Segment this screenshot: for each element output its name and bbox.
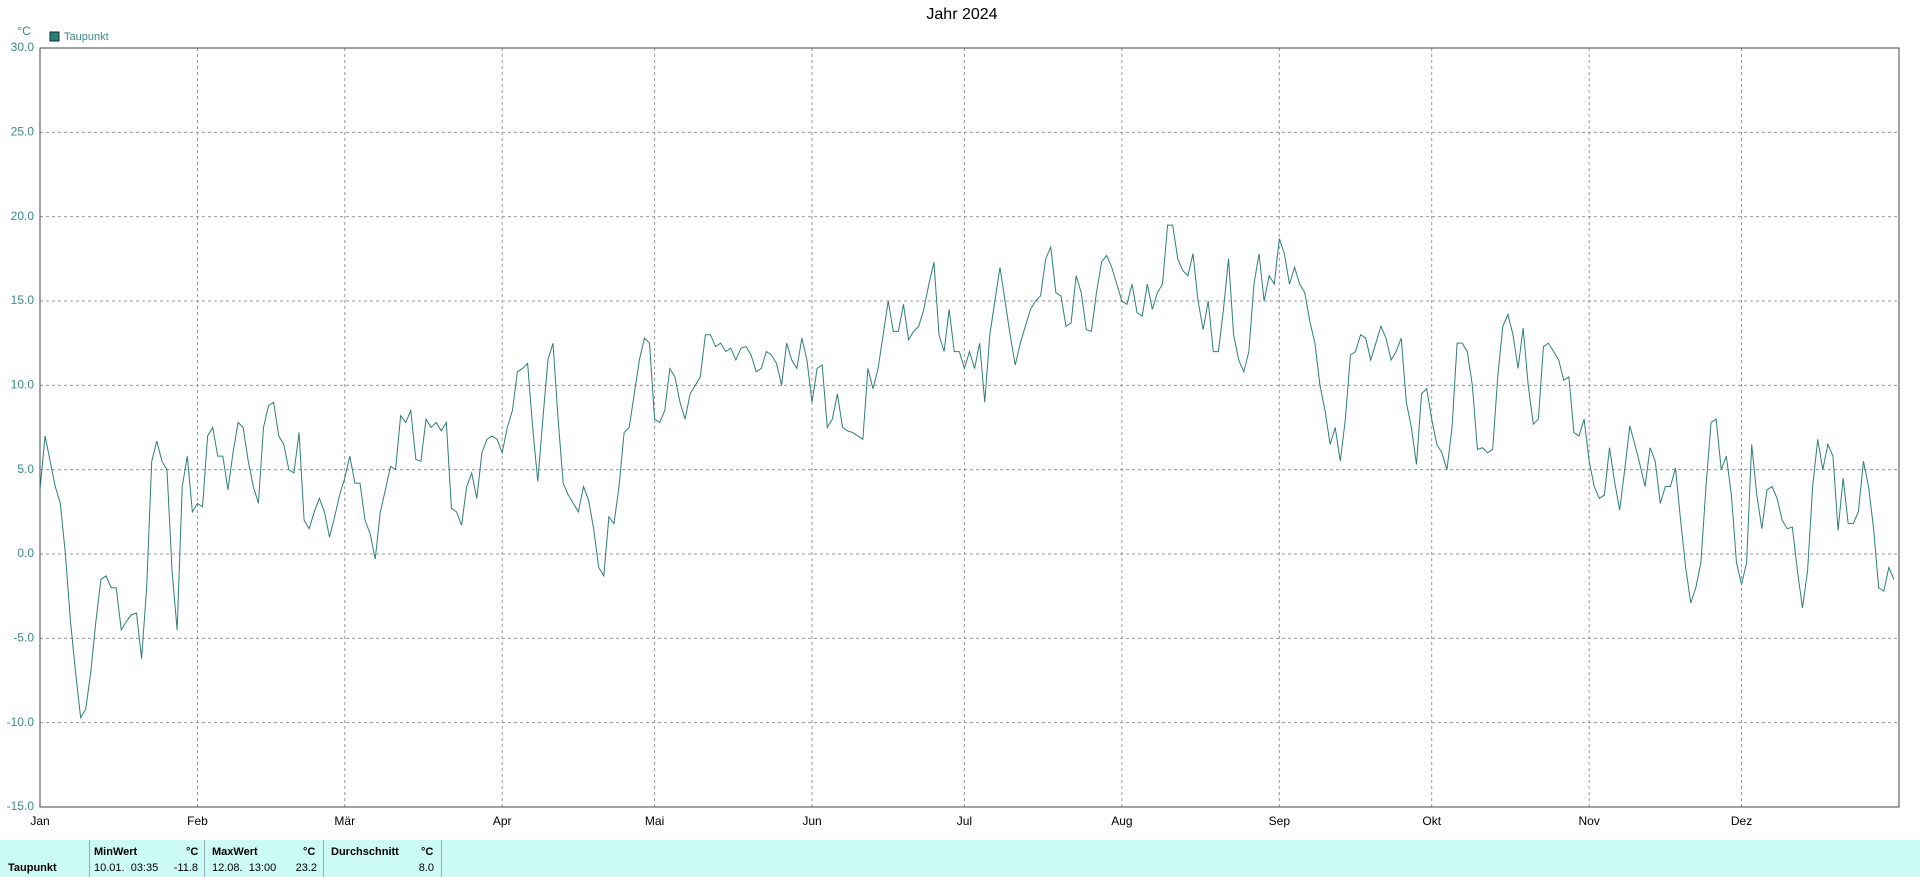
x-tick-label: Jun bbox=[802, 814, 821, 828]
cell: 12.08. 13:00 bbox=[212, 862, 277, 874]
legend-label: Taupunkt bbox=[64, 31, 109, 43]
y-tick-label: 0.0 bbox=[17, 546, 34, 560]
line bbox=[39, 224, 1895, 720]
x-tick-label: Okt bbox=[1422, 814, 1441, 828]
x-tick-label: Feb bbox=[187, 814, 208, 828]
cell: 23.2 bbox=[295, 862, 317, 874]
y-tick-label: -5.0 bbox=[13, 631, 34, 645]
y-tick-label: 25.0 bbox=[11, 125, 35, 139]
row-label: Taupunkt bbox=[8, 862, 57, 874]
divider bbox=[323, 840, 324, 877]
stats-table: MinWert °C MaxWert °C Durchschnitt °C Ta… bbox=[0, 840, 1920, 877]
cell: 8.0 bbox=[418, 862, 434, 874]
x-tick-label: Nov bbox=[1578, 814, 1599, 828]
x-tick-label: Jan bbox=[30, 814, 49, 828]
header: MinWert bbox=[94, 846, 138, 858]
x-tick-label: Mär bbox=[334, 814, 355, 828]
divider bbox=[441, 840, 442, 877]
cell: 10.01. 03:35 bbox=[94, 862, 159, 874]
chart-title: Jahr 2024 bbox=[926, 6, 997, 23]
y-tick-label: -15.0 bbox=[7, 799, 35, 813]
x-tick-label: Apr bbox=[493, 814, 512, 828]
x-tick-label: Sep bbox=[1269, 814, 1291, 828]
y-tick-label: 20.0 bbox=[11, 209, 35, 223]
header: °C bbox=[186, 846, 199, 858]
x-tick-label: Dez bbox=[1731, 814, 1752, 828]
divider bbox=[89, 840, 90, 877]
x-tick-label: Mai bbox=[645, 814, 664, 828]
y-tick-label: 15.0 bbox=[11, 293, 35, 307]
chart: Jahr 2024 °C -15.0 -10.0 -5.0 0.0 5.0 10.0 15.… bbox=[7, 6, 1900, 828]
header: °C bbox=[303, 846, 316, 858]
y-tick-label: 30.0 bbox=[11, 40, 35, 54]
y-tick-label: -10.0 bbox=[7, 715, 35, 729]
y-tick-label: 10.0 bbox=[11, 378, 35, 392]
y-unit: °C bbox=[17, 24, 31, 38]
cell: -11.8 bbox=[173, 862, 198, 874]
header: MaxWert bbox=[212, 846, 258, 858]
y-tick-label: 5.0 bbox=[17, 462, 34, 476]
x-tick-label: Aug bbox=[1111, 814, 1132, 828]
plot-frame bbox=[39, 47, 1900, 808]
divider bbox=[204, 840, 205, 877]
legend-swatch bbox=[49, 31, 60, 42]
header: °C bbox=[421, 846, 434, 858]
x-tick-label: Jul bbox=[957, 814, 972, 828]
header: Durchschnitt bbox=[331, 846, 399, 858]
